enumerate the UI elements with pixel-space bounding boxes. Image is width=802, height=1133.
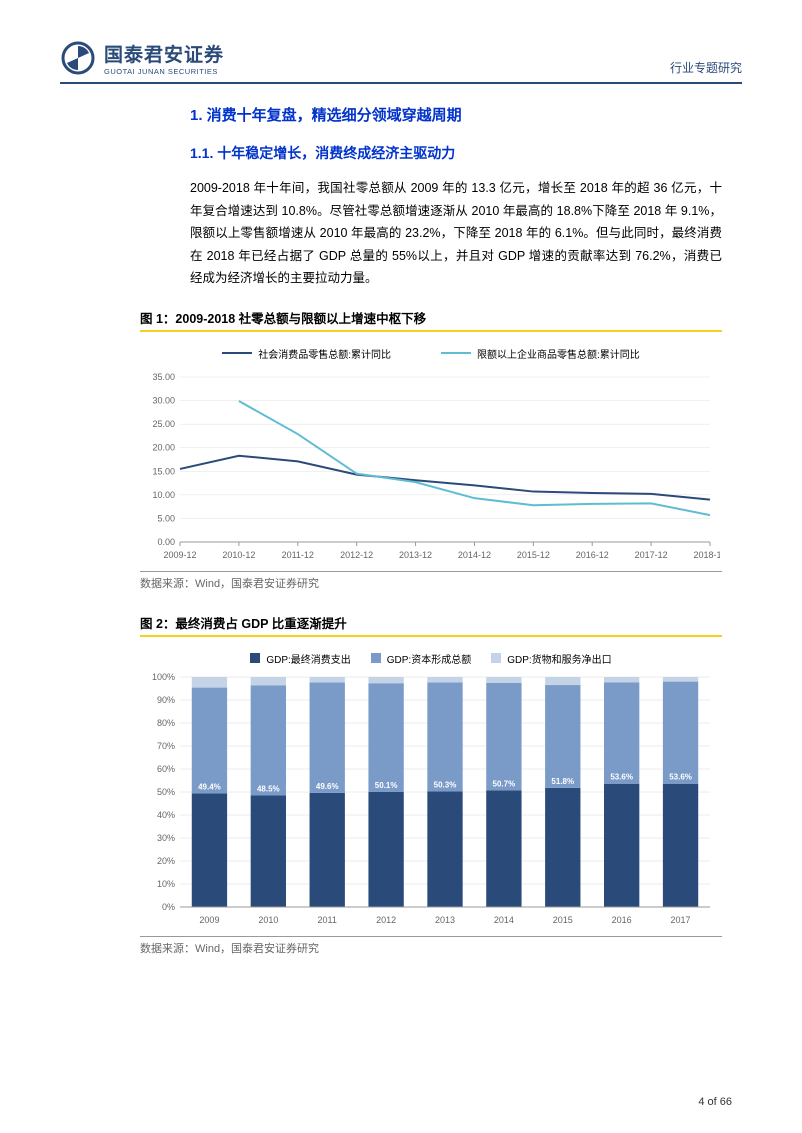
header-category: 行业专题研究 [670,59,742,76]
figure-2-chart: GDP:最终消费支出 GDP:资本形成总额 GDP:货物和服务净出口 0% 10%… [140,645,722,932]
svg-text:35.00: 35.00 [152,372,175,382]
svg-text:50.7%: 50.7% [493,779,516,788]
svg-text:25.00: 25.00 [152,419,175,429]
svg-text:2015-12: 2015-12 [517,550,550,560]
svg-text:2016-12: 2016-12 [576,550,609,560]
svg-text:0.00: 0.00 [157,537,175,547]
logo-en: GUOTAI JUNAN SECURITIES [104,67,224,76]
svg-text:2016: 2016 [612,915,632,925]
svg-text:2014: 2014 [494,915,514,925]
page-number: 4 of 66 [698,1096,732,1108]
svg-text:100%: 100% [152,672,175,682]
svg-text:2017: 2017 [671,915,691,925]
svg-text:2013-12: 2013-12 [399,550,432,560]
svg-text:40%: 40% [157,810,175,820]
legend-item: 社会消费品零售总额:累计同比 [258,346,391,361]
line-chart: 0.00 5.00 10.00 15.00 20.00 25.00 30.00 35.00 20… [140,367,720,567]
svg-text:53.6%: 53.6% [610,772,633,781]
svg-text:2013: 2013 [435,915,455,925]
company-logo-icon [60,40,96,76]
figure-1-source: 数据来源：Wind，国泰君安证券研究 [140,571,722,591]
svg-text:2015: 2015 [553,915,573,925]
figure-2-title: 图 2：最终消费占 GDP 比重逐渐提升 [140,613,722,637]
svg-text:2018-12: 2018-12 [693,550,720,560]
svg-text:2010-12: 2010-12 [222,550,255,560]
logo-block: 国泰君安证券 GUOTAI JUNAN SECURITIES [60,40,224,76]
svg-text:50%: 50% [157,787,175,797]
svg-text:2012: 2012 [376,915,396,925]
svg-text:20.00: 20.00 [152,442,175,452]
svg-text:5.00: 5.00 [157,513,175,523]
svg-text:2011-12: 2011-12 [282,550,314,560]
legend-item: 限额以上企业商品零售总额:累计同比 [477,346,640,361]
svg-text:10%: 10% [157,879,175,889]
figure-1-chart: 社会消费品零售总额:累计同比 限额以上企业商品零售总额:累计同比 0.00 5.0… [140,340,722,567]
svg-text:10.00: 10.00 [152,489,175,499]
svg-text:2012-12: 2012-12 [340,550,373,560]
svg-text:2009-12: 2009-12 [163,550,196,560]
page-header: 国泰君安证券 GUOTAI JUNAN SECURITIES 行业专题研究 [60,40,742,84]
svg-text:30.00: 30.00 [152,395,175,405]
svg-text:48.5%: 48.5% [257,784,280,793]
svg-text:0%: 0% [162,902,175,912]
svg-text:2009: 2009 [199,915,219,925]
svg-text:50.1%: 50.1% [375,780,398,789]
figure-1-legend: 社会消费品零售总额:累计同比 限额以上企业商品零售总额:累计同比 [140,340,722,367]
svg-text:15.00: 15.00 [152,466,175,476]
svg-text:49.4%: 49.4% [198,782,221,791]
stacked-bar-chart: 0% 10% 20% 30% 40% 50% 60% 70% 80% 90% 100% 49.4% 20… [140,672,720,932]
legend-item: GDP:货物和服务净出口 [507,651,611,666]
legend-item: GDP:资本形成总额 [387,651,471,666]
svg-text:60%: 60% [157,764,175,774]
svg-text:49.6%: 49.6% [316,781,339,790]
svg-text:51.8%: 51.8% [551,776,574,785]
figure-2-source: 数据来源：Wind，国泰君安证券研究 [140,936,722,956]
svg-text:2014-12: 2014-12 [458,550,491,560]
section-heading-1-1: 1.1. 十年稳定增长，消费终成经济主驱动力 [190,143,722,163]
figure-1-title: 图 1：2009-2018 社零总额与限额以上增速中枢下移 [140,308,722,332]
logo-cn: 国泰君安证券 [104,40,224,67]
svg-text:30%: 30% [157,833,175,843]
svg-text:2010: 2010 [258,915,278,925]
body-paragraph: 2009-2018 年十年间，我国社零总额从 2009 年的 13.3 亿元，增… [190,177,722,290]
figure-2-legend: GDP:最终消费支出 GDP:资本形成总额 GDP:货物和服务净出口 [140,645,722,672]
svg-text:90%: 90% [157,695,175,705]
svg-text:20%: 20% [157,856,175,866]
svg-text:80%: 80% [157,718,175,728]
svg-text:2011: 2011 [318,915,337,925]
legend-item: GDP:最终消费支出 [266,651,350,666]
svg-text:50.3%: 50.3% [434,780,457,789]
section-heading-1: 1. 消费十年复盘，精选细分领域穿越周期 [190,104,722,125]
svg-text:2017-12: 2017-12 [635,550,668,560]
svg-text:70%: 70% [157,741,175,751]
svg-text:53.6%: 53.6% [669,772,692,781]
